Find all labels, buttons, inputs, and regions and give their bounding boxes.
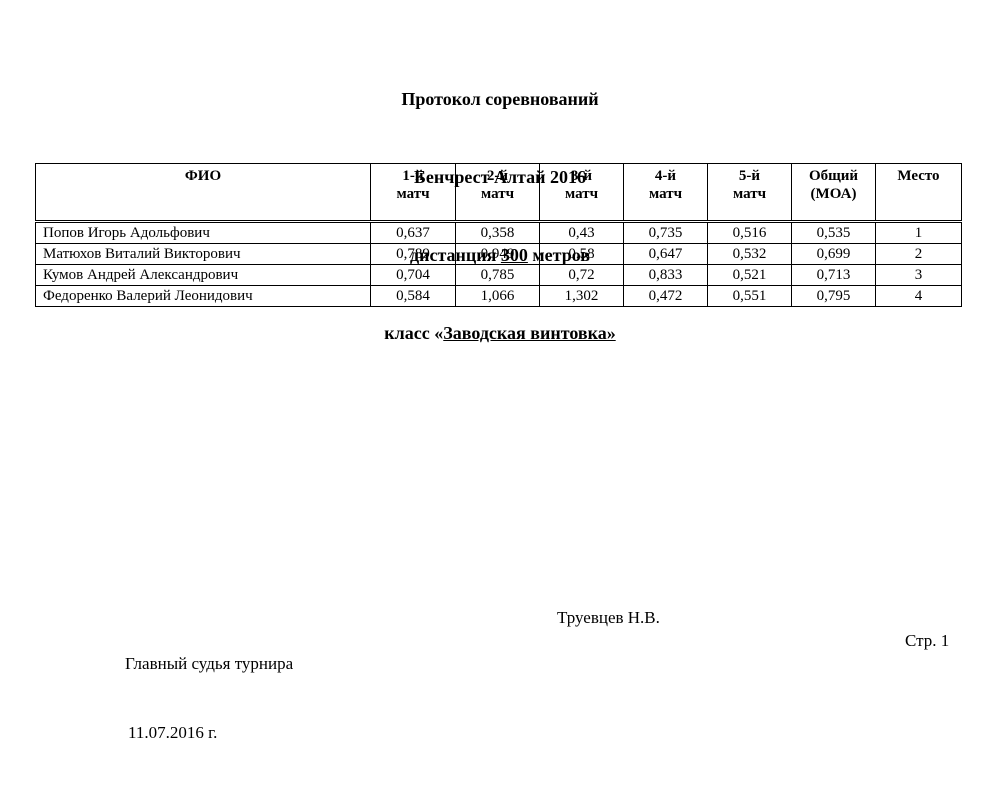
match2-score-cell: 0,785 [455, 264, 540, 286]
table-row: Матюхов Виталий Викторович 0,789 0,949 0… [35, 243, 962, 265]
header-match-3: 3-й матч [539, 163, 624, 223]
match4-score-cell: 0,735 [623, 221, 708, 244]
header-place: Место [875, 163, 962, 223]
match5-score-cell: 0,521 [707, 264, 792, 286]
chief-judge-label: Главный судья турнира [125, 654, 294, 673]
header-fio-label: ФИО [184, 168, 222, 184]
match3-score-cell: 0,43 [539, 221, 624, 244]
shooter-name-cell: Матюхов Виталий Викторович [35, 243, 371, 265]
header-place-label: Место [897, 168, 940, 184]
header-match-1: 1-й матч [370, 163, 456, 223]
match3-score-cell: 0,58 [539, 243, 624, 265]
class-line: класс «Заводская винтовка» [0, 320, 1000, 346]
match2-score-cell: 0,949 [455, 243, 540, 265]
table-row: Федоренко Валерий Леонидович 0,584 1,066… [35, 285, 962, 307]
class-prefix: класс « [384, 323, 444, 343]
match1-score-cell: 0,584 [370, 285, 456, 307]
match3-score-cell: 1,302 [539, 285, 624, 307]
chief-judge-block: Главный судья турнира 11.07.2016 г. [125, 606, 293, 790]
match5-score-cell: 0,516 [707, 221, 792, 244]
total-moa-cell: 0,699 [791, 243, 876, 265]
place-cell: 3 [875, 264, 962, 286]
match2-score-cell: 0,358 [455, 221, 540, 244]
match4-score-cell: 0,647 [623, 243, 708, 265]
total-moa-cell: 0,535 [791, 221, 876, 244]
shooter-name-cell: Кумов Андрей Александрович [35, 264, 371, 286]
match3-score-cell: 0,72 [539, 264, 624, 286]
results-table: ФИО 1-й матч 2-й матч 3-й матч 4-й матч 5-й м… [35, 163, 962, 307]
match4-score-cell: 0,472 [623, 285, 708, 307]
shooter-name-cell: Попов Игорь Адольфович [35, 221, 371, 244]
header-match-2: 2-й матч [455, 163, 540, 223]
match1-score-cell: 0,789 [370, 243, 456, 265]
title-line-1: Протокол соревнований [401, 89, 599, 109]
table-row: Попов Игорь Адольфович 0,637 0,358 0,43 … [35, 221, 962, 244]
class-value: Заводская винтовка» [443, 323, 616, 343]
total-moa-cell: 0,795 [791, 285, 876, 307]
header-match-4: 4-й матч [623, 163, 708, 223]
table-header-row: ФИО 1-й матч 2-й матч 3-й матч 4-й матч 5-й м… [35, 163, 962, 223]
judge-name: Труевцев Н.В. [557, 608, 660, 627]
table-row: Кумов Андрей Александрович 0,704 0,785 0… [35, 264, 962, 286]
page-number: Стр. 1 [905, 631, 950, 650]
match5-score-cell: 0,551 [707, 285, 792, 307]
match2-score-cell: 1,066 [455, 285, 540, 307]
place-cell: 2 [875, 243, 962, 265]
place-cell: 1 [875, 221, 962, 244]
match5-score-cell: 0,532 [707, 243, 792, 265]
document-title: Протокол соревнований [0, 86, 1000, 112]
protocol-date: 11.07.2016 г. [128, 723, 218, 742]
header-match-5: 5-й матч [707, 163, 792, 223]
match1-score-cell: 0,704 [370, 264, 456, 286]
match1-score-cell: 0,637 [370, 221, 456, 244]
header-total-moa: Общий (МОА) [791, 163, 876, 223]
document-page: Протокол соревнований Бенчрест Алтай 201… [0, 86, 1000, 742]
header-fio: ФИО [35, 163, 371, 223]
total-moa-cell: 0,713 [791, 264, 876, 286]
shooter-name-cell: Федоренко Валерий Леонидович [35, 285, 371, 307]
match4-score-cell: 0,833 [623, 264, 708, 286]
place-cell: 4 [875, 285, 962, 307]
